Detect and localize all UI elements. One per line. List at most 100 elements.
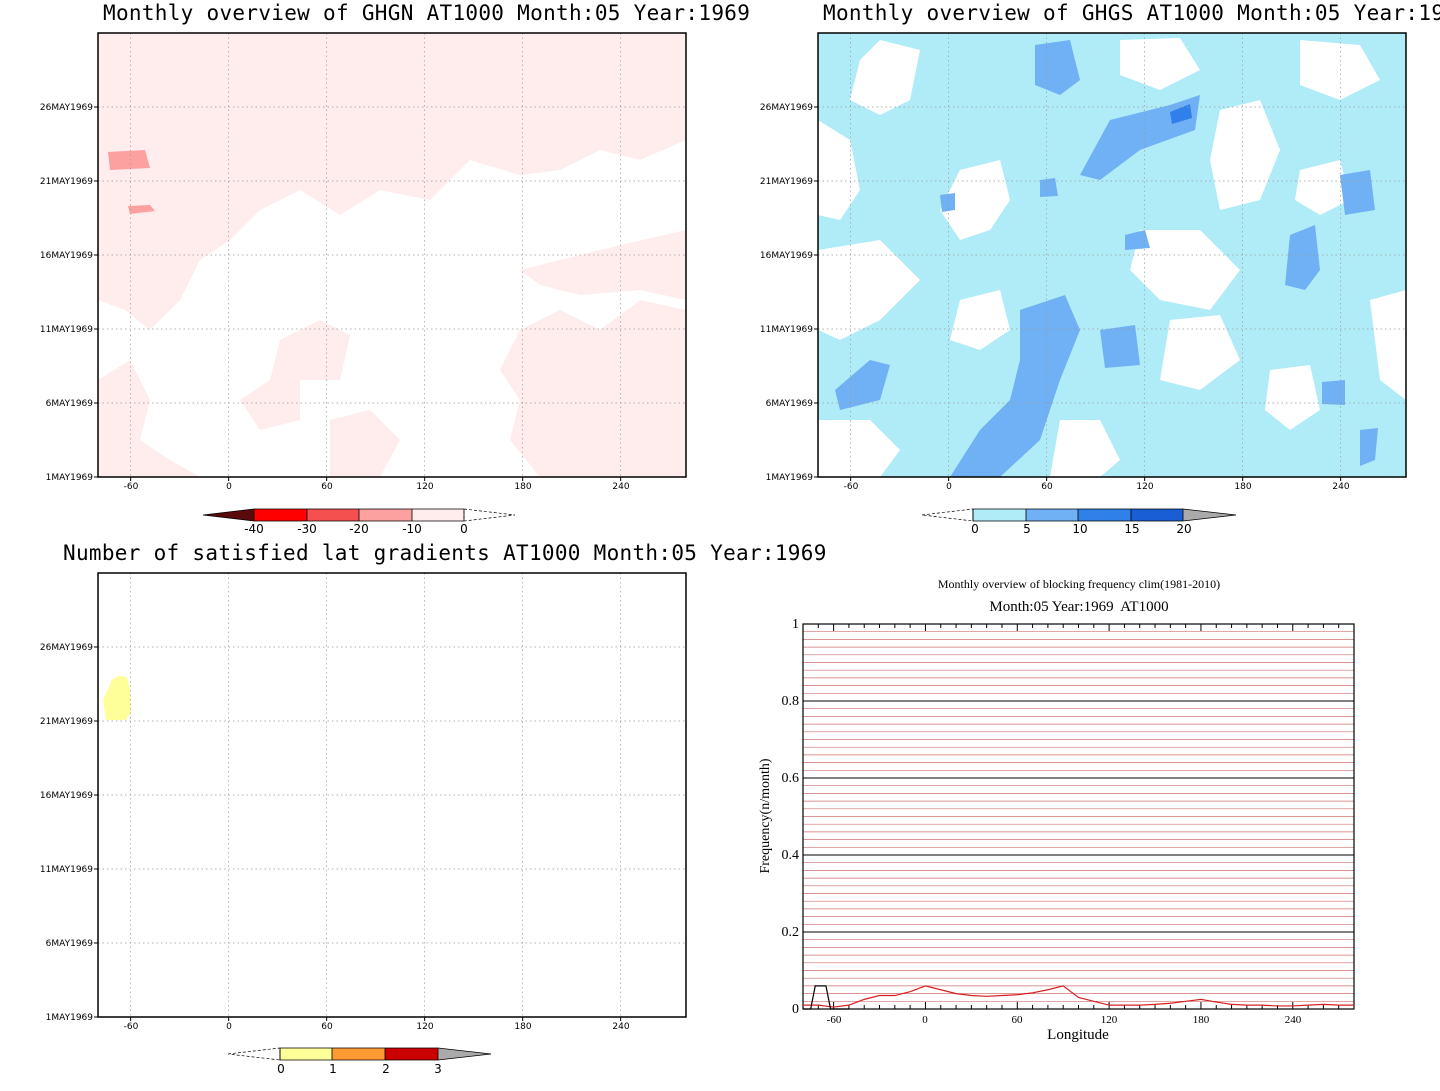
ghgn-colorbar-swatch <box>359 509 412 521</box>
ghgs-colorbar-swatch <box>1078 509 1131 521</box>
ghgn-colorbar-label: -30 <box>297 522 317 536</box>
freq-ytick-label: 0.2 <box>782 925 800 940</box>
ghgn-colorbar-swatch <box>203 509 254 521</box>
freq-xtick-label: 180 <box>1193 1014 1210 1026</box>
lat-x-ticks: -60 0 60 120 180 240 <box>124 1022 630 1032</box>
ghgn-ytick-label: 26MAY1969 <box>40 103 93 113</box>
ghgs-ytick-label: 6MAY1969 <box>766 399 814 409</box>
freq-xtick-label: 60 <box>1012 1014 1024 1026</box>
ghgs-xtick-label: 180 <box>1234 482 1251 492</box>
lat-ytick-label: 11MAY1969 <box>40 865 93 875</box>
ghgs-xtick-label: 60 <box>1041 482 1053 492</box>
ghgn-map: -60 0 60 120 180 240 1MAY1969 6MAY1969 1… <box>40 32 687 536</box>
lat-title: Number of satisfied lat gradients AT1000… <box>63 541 827 565</box>
lat-colorbar-swatch <box>280 1048 332 1060</box>
ghgn-xtick-label: 120 <box>416 482 433 492</box>
lat-colorbar-label: 3 <box>434 1062 442 1076</box>
ghgn-y-ticks: 1MAY1969 6MAY1969 11MAY1969 16MAY1969 21… <box>40 103 93 483</box>
freq-x-axis-label: Longitude <box>1047 1027 1109 1043</box>
ghgn-xtick-label: 240 <box>612 482 629 492</box>
ghgn-colorbar-label: -10 <box>402 522 422 536</box>
ghgs-ytick-label: 1MAY1969 <box>766 473 814 483</box>
ghgs-colorbar-swatch <box>1183 509 1236 521</box>
lat-colorbar-swatch <box>438 1048 491 1060</box>
freq-chart: Monthly overview of blocking frequency c… <box>758 577 1355 1043</box>
ghgs-ytick-label: 26MAY1969 <box>760 103 813 113</box>
freq-y-ticks: 0 0.2 0.4 0.6 0.8 1 <box>782 617 800 1017</box>
ghgs-xtick-label: 120 <box>1136 482 1153 492</box>
ghgs-frame <box>817 32 1407 478</box>
freq-ytick-label: 1 <box>792 617 799 632</box>
ghgn-colorbar-label: -40 <box>244 522 264 536</box>
lat-frame <box>97 572 687 1018</box>
freq-y-axis-label: Frequency(n/month) <box>758 758 773 873</box>
ghgs-y-ticks: 1MAY1969 6MAY1969 11MAY1969 16MAY1969 21… <box>760 103 813 483</box>
ghgs-colorbar: 0 5 10 15 20 <box>921 508 1237 536</box>
lat-colorbar-swatch <box>385 1048 438 1060</box>
lat-xtick-label: 0 <box>226 1022 232 1032</box>
ghgn-colorbar-label: -20 <box>349 522 369 536</box>
freq-ytick-label: 0 <box>792 1002 799 1017</box>
year-frequency-line <box>803 985 849 1010</box>
ghgs-colorbar-label: 0 <box>971 522 979 536</box>
ghgn-xtick-label: 180 <box>514 482 531 492</box>
freq-plot-area <box>802 623 1355 1010</box>
ghgs-ytick-label: 21MAY1969 <box>760 177 813 187</box>
freq-ytick-label: 0.4 <box>782 848 800 863</box>
lat-xtick-label: -60 <box>124 1022 139 1032</box>
freq-xtick-label: 120 <box>1101 1014 1118 1026</box>
lat-colorbar-label: 2 <box>382 1062 390 1076</box>
ghgs-xtick-label: 0 <box>946 482 952 492</box>
ghgn-ytick-label: 21MAY1969 <box>40 177 93 187</box>
lat-colorbar: 0 1 2 3 <box>227 1047 492 1076</box>
ghgs-grid <box>814 33 1406 481</box>
ghgs-colorbar-label: 15 <box>1124 522 1139 536</box>
ghgn-ytick-label: 1MAY1969 <box>46 473 94 483</box>
ghgn-ytick-label: 16MAY1969 <box>40 251 93 261</box>
ghgs-colorbar-swatch <box>973 509 1026 521</box>
clim-frequency-line <box>803 985 1354 1008</box>
lat-map: -60 0 60 120 180 240 1MAY1969 6MAY1969 1… <box>40 572 687 1076</box>
freq-subtitle: Month:05 Year:1969 AT1000 <box>989 599 1168 615</box>
ghgn-colorbar-swatch <box>412 509 464 521</box>
ghgn-ytick-label: 11MAY1969 <box>40 325 93 335</box>
ghgn-colorbar-label: 0 <box>460 522 468 536</box>
ghgn-colorbar-swatch <box>307 509 359 521</box>
ghgs-colorbar-swatch <box>1131 509 1183 521</box>
lat-ytick-label: 26MAY1969 <box>40 643 93 653</box>
ghgn-frame <box>97 32 687 478</box>
lat-colorbar-label: 1 <box>329 1062 337 1076</box>
lat-xtick-label: 240 <box>612 1022 629 1032</box>
ghgn-ytick-label: 6MAY1969 <box>46 399 94 409</box>
freq-ytick-label: 0.6 <box>782 771 800 786</box>
ghgs-xtick-label: -60 <box>844 482 859 492</box>
ghgs-colorbar-label: 20 <box>1176 522 1191 536</box>
freq-x-ticks: -60 0 60 120 180 240 <box>827 1014 1302 1026</box>
ghgs-colorbar-swatch <box>1026 509 1078 521</box>
ghgs-map: -60 0 60 120 180 240 1MAY1969 6MAY1969 1… <box>760 32 1407 536</box>
ghgs-ytick-label: 11MAY1969 <box>760 325 813 335</box>
freq-xtick-label: 0 <box>922 1014 928 1026</box>
ghgs-colorbar-label: 10 <box>1072 522 1087 536</box>
ghgn-colorbar-swatch <box>254 509 307 521</box>
ghgs-x-ticks: -60 0 60 120 180 240 <box>844 482 1350 492</box>
freq-ytick-label: 0.8 <box>782 694 800 709</box>
lat-xtick-label: 60 <box>321 1022 333 1032</box>
ghgn-colorbar: -40 -30 -20 -10 0 <box>202 508 516 536</box>
freq-xtick-label: 240 <box>1285 1014 1302 1026</box>
ghgs-ytick-label: 16MAY1969 <box>760 251 813 261</box>
ghgs-xtick-label: 240 <box>1332 482 1349 492</box>
lat-ytick-label: 21MAY1969 <box>40 717 93 727</box>
ghgn-x-ticks: -60 0 60 120 180 240 <box>124 482 630 492</box>
ghgs-colorbar-label: 5 <box>1023 522 1031 536</box>
ghgn-xtick-label: 0 <box>226 482 232 492</box>
ghgn-xtick-label: 60 <box>321 482 333 492</box>
freq-title: Monthly overview of blocking frequency c… <box>938 577 1220 591</box>
lat-colorbar-label: 0 <box>277 1062 285 1076</box>
ghgn-title: Monthly overview of GHGN AT1000 Month:05… <box>103 1 751 25</box>
lat-ytick-label: 6MAY1969 <box>46 939 94 949</box>
ghgs-title: Monthly overview of GHGS AT1000 Month:05… <box>823 1 1440 25</box>
lat-ytick-label: 16MAY1969 <box>40 791 93 801</box>
lat-y-ticks: 1MAY1969 6MAY1969 11MAY1969 16MAY1969 21… <box>40 643 93 1023</box>
